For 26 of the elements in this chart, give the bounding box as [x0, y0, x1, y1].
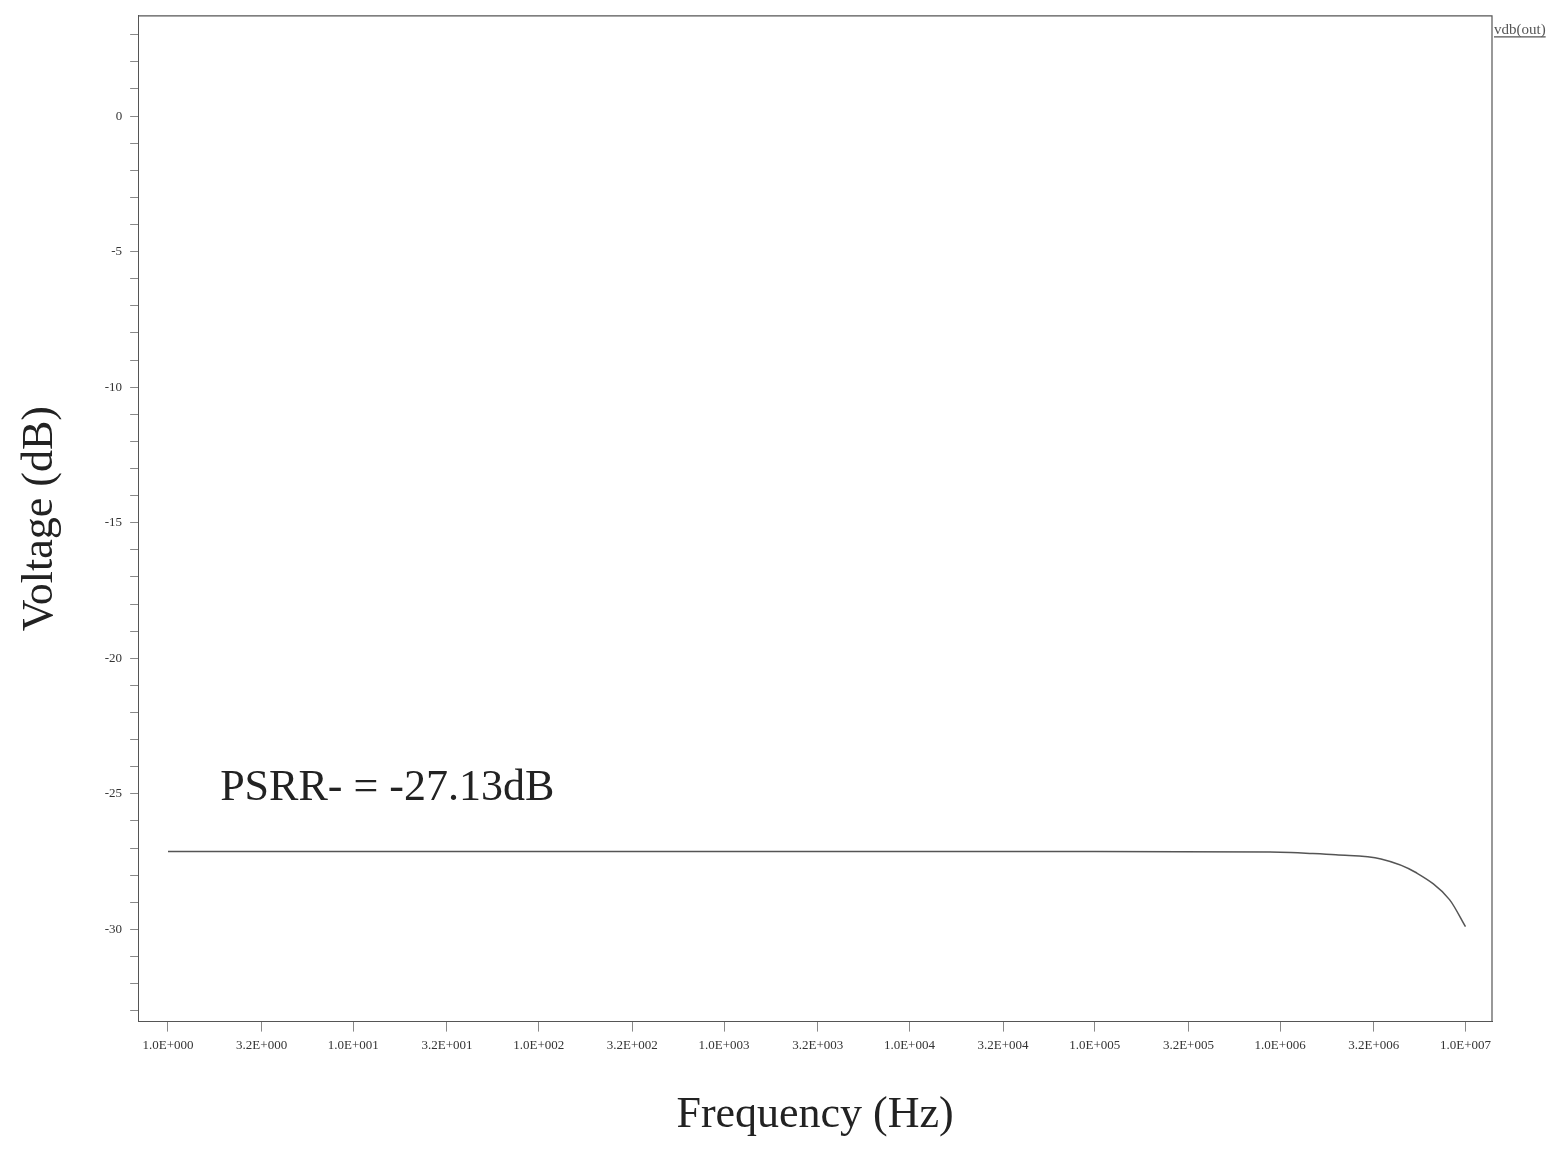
x-tick-label: 1.0E+006: [1254, 1036, 1307, 1052]
x-tick-label: 3.2E+002: [606, 1036, 658, 1052]
x-tick-label: 1.0E+000: [142, 1036, 194, 1052]
x-tick-label: 1.0E+005: [1069, 1036, 1121, 1052]
x-tick-label: 3.2E+003: [792, 1036, 844, 1052]
x-axis-title: Frequency (Hz): [676, 1088, 954, 1138]
y-tick-label: -20: [104, 649, 123, 665]
x-tick-label: 1.0E+002: [513, 1036, 565, 1052]
x-tick-label: 3.2E+000: [236, 1036, 288, 1052]
y-tick-label: -5: [111, 243, 123, 259]
x-tick-label: 1.0E+007: [1439, 1036, 1492, 1052]
x-tick-label: 3.2E+004: [977, 1036, 1030, 1052]
y-tick-label: -15: [104, 514, 123, 530]
x-tick-label: 3.2E+001: [421, 1036, 473, 1052]
y-tick-label: -30: [104, 920, 123, 936]
annotation: PSRR- = -27.13dB: [220, 761, 555, 811]
y-axis-title: Voltage (dB): [12, 406, 62, 632]
text: vdb(out): [1494, 20, 1546, 38]
x-tick-label: 1.0E+004: [883, 1036, 936, 1052]
y-tick-label: -10: [104, 378, 123, 394]
x-tick-label: 3.2E+005: [1162, 1036, 1214, 1052]
y-tick-label: -25: [104, 785, 123, 801]
x-tick-label: 3.2E+006: [1348, 1036, 1400, 1052]
y-tick-label: 0: [115, 107, 123, 123]
x-tick-label: 1.0E+001: [327, 1036, 379, 1052]
x-tick-label: 1.0E+003: [698, 1036, 750, 1052]
